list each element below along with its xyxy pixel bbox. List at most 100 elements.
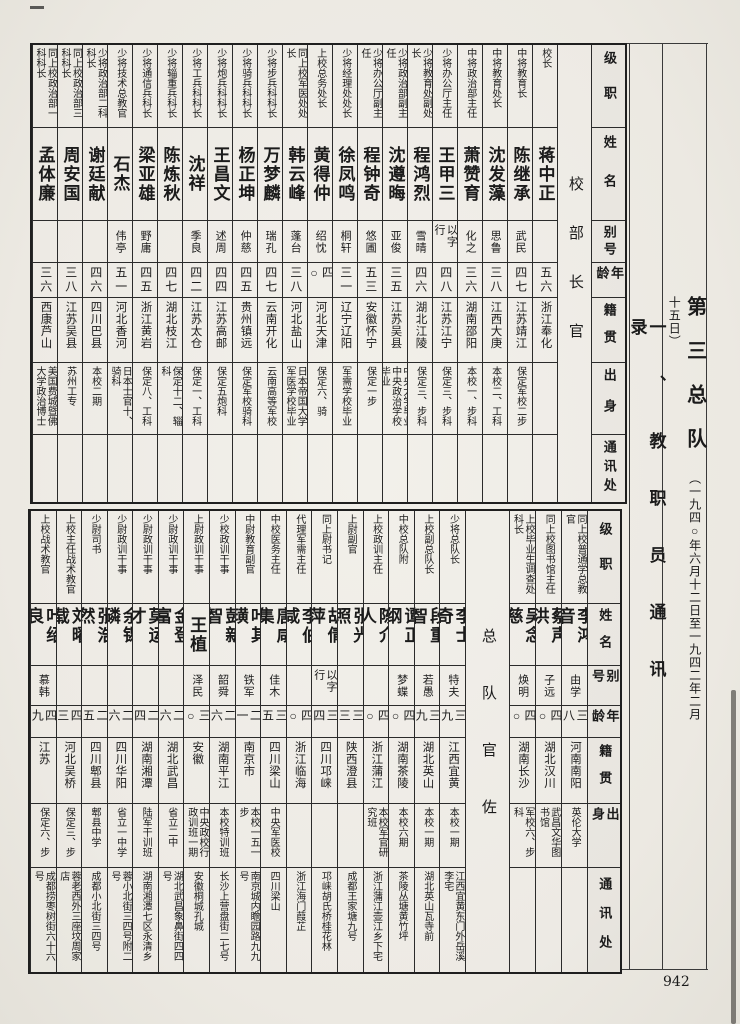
rank-text: 上校政训主任 bbox=[370, 514, 382, 574]
address-cell: 成都捞枣树街六十六号 bbox=[30, 867, 56, 972]
person-column: 少将教育处副处长 程鸿烈 雪晴 四六 湖北江陵 保定三、步科 bbox=[407, 45, 432, 502]
alias-cell bbox=[533, 220, 557, 262]
name-cell: 韩云峰 bbox=[283, 127, 307, 220]
background-text: 保定军校骑科 bbox=[239, 366, 251, 426]
origin-cell: 浙江奉化 bbox=[533, 297, 557, 362]
alias-text: 野庸 bbox=[139, 229, 152, 254]
rank-cell: 中校医务主任 bbox=[261, 511, 286, 603]
address-cell: 四川梁山 bbox=[261, 867, 286, 972]
origin-cell: 浙江蒲江 bbox=[363, 737, 389, 803]
alias-cell: 雪晴 bbox=[408, 220, 432, 262]
field-header-age: 年龄 bbox=[588, 705, 620, 737]
age-cell: 三九 bbox=[414, 705, 440, 737]
rank-cell: 少将办公厅副主任 bbox=[358, 45, 382, 127]
field-header-background: 出身 bbox=[588, 803, 620, 867]
alias-cell: 瑞孔 bbox=[258, 220, 282, 262]
origin-text: 江苏靖江 bbox=[514, 301, 527, 349]
rank-text: 少将炮兵科科长 bbox=[214, 48, 226, 118]
rank-cell: 少将辎重兵科长 bbox=[158, 45, 182, 127]
address-cell bbox=[358, 434, 382, 502]
name-cell: 谢廷献 bbox=[83, 127, 107, 220]
rank-cell: 中将政治部主任 bbox=[458, 45, 482, 127]
field-header-column: 级职 姓名 别号 年龄 籍贯 出身 通讯处 bbox=[591, 45, 625, 502]
background-text: 本校一五一步 bbox=[236, 807, 260, 857]
name-text: 黄得仲 bbox=[310, 145, 330, 203]
rank-text: 少将政治部二科科长 bbox=[84, 48, 107, 118]
origin-text: 河北吴桥 bbox=[63, 741, 76, 789]
origin-cell: 江西大庚 bbox=[483, 297, 507, 362]
name-cell: 叶绍良 bbox=[30, 603, 56, 665]
rank-text: 代理军需主任 bbox=[293, 514, 305, 574]
background-text: 本校二、工科 bbox=[489, 366, 501, 426]
alias-cell bbox=[56, 665, 82, 705]
alias-text: 仲慈 bbox=[239, 229, 252, 254]
name-cell: 段重智 bbox=[414, 603, 440, 665]
origin-text: 安徽怀宁 bbox=[364, 301, 377, 349]
rank-cell: 中尉教育副官 bbox=[236, 511, 261, 603]
field-header-background: 出身 bbox=[592, 362, 625, 434]
background-cell: 保定十二、辎科 bbox=[158, 362, 182, 434]
name-cell: 叶其璜 bbox=[235, 603, 261, 665]
origin-text: 西康芦山 bbox=[39, 301, 52, 349]
age-cell: 四六 bbox=[408, 262, 432, 297]
rank-text: 上校毕业生调查处科长 bbox=[511, 514, 535, 594]
rank-text: 中将教育处长 bbox=[489, 48, 501, 108]
field-header-label: 别号 bbox=[590, 669, 620, 686]
name-cell: 程鸿烈 bbox=[408, 127, 432, 220]
address-cell: 江西宜黄东门外岳溪李宅 bbox=[440, 867, 465, 972]
name-text: 李士奇 bbox=[440, 607, 465, 645]
origin-cell: 湖北武昌 bbox=[158, 737, 184, 803]
background-text: 本校一期 bbox=[447, 807, 459, 847]
alias-cell bbox=[58, 220, 82, 262]
rank-text: 上校副总队长 bbox=[421, 514, 433, 574]
alias-text: 述周 bbox=[214, 229, 227, 254]
rank-text: 同上校图书馆主任 bbox=[543, 514, 555, 594]
rank-cell: 少将经理处处长 bbox=[333, 45, 357, 127]
age-cell: 三九 bbox=[440, 705, 465, 737]
address-cell: 茶陵丛塘黄竹坪 bbox=[389, 867, 414, 972]
age-text: 三一 bbox=[338, 266, 353, 294]
background-cell: 本校一、步科 bbox=[458, 362, 482, 434]
rank-cell: 中校总队附 bbox=[389, 511, 414, 603]
rank-text: 上校主任战术教官 bbox=[63, 514, 75, 594]
field-header-label: 姓名 bbox=[601, 135, 617, 213]
alias-cell bbox=[338, 665, 363, 705]
rank-cell: 同上校普通学总教官 bbox=[562, 511, 587, 603]
background-text: 保定一步 bbox=[364, 366, 376, 406]
name-text: 梁亚雄 bbox=[135, 145, 155, 203]
origin-cell: 湖北枝江 bbox=[158, 297, 182, 362]
rank-text: 上校总务处长 bbox=[314, 48, 326, 108]
name-text: 彭新智 bbox=[210, 607, 235, 645]
rank-text: 同上校政治部三科科长 bbox=[59, 48, 82, 118]
rank-cell: 少将总队长 bbox=[440, 511, 465, 603]
margin-rule bbox=[662, 43, 663, 970]
person-column: 少尉政训干事 金登富 二六 湖北武昌 省立二中 湖北武昌象鼻街四四号 bbox=[157, 511, 184, 972]
origin-text: 四川邛崃 bbox=[319, 741, 332, 789]
alias-cell: 韶舜 bbox=[210, 665, 235, 705]
field-header-label: 级职 bbox=[601, 51, 617, 121]
rank-cell: 少尉司书 bbox=[82, 511, 107, 603]
background-cell: 保定三、步科 bbox=[433, 362, 457, 434]
origin-cell: 湖北江陵 bbox=[408, 297, 432, 362]
rank-cell: 少将政治部二科科长 bbox=[83, 45, 107, 127]
alias-cell: 慕韩 bbox=[30, 665, 56, 705]
background-cell: 本校一期 bbox=[414, 803, 440, 867]
name-text: 孟体廉 bbox=[35, 145, 55, 203]
background-cell: 保定三、步 bbox=[56, 803, 82, 867]
background-text: 英伦大学 bbox=[569, 807, 581, 847]
rank-text: 少尉司书 bbox=[89, 514, 101, 554]
background-text: 保定三、步 bbox=[63, 807, 75, 857]
address-cell bbox=[83, 434, 107, 502]
alias-cell bbox=[83, 220, 107, 262]
name-text: 程钟奇 bbox=[360, 145, 380, 203]
address-cell bbox=[258, 434, 282, 502]
background-cell: 本校特训班 bbox=[210, 803, 235, 867]
person-column: 同上校政治部一科科长 孟体廉 三六 西康芦山 美国费城暨佛大学政治博士 bbox=[32, 45, 57, 502]
name-cell: 张浩然 bbox=[82, 603, 107, 665]
name-cell: 徐凤鸣 bbox=[333, 127, 357, 220]
name-text: 莫运才 bbox=[133, 607, 158, 645]
name-text: 徐凤鸣 bbox=[335, 145, 355, 203]
origin-cell: 浙江黄岩 bbox=[133, 297, 157, 362]
origin-text: 江苏高邮 bbox=[214, 301, 227, 349]
address-cell: 成都小北街三四号 bbox=[82, 867, 107, 972]
